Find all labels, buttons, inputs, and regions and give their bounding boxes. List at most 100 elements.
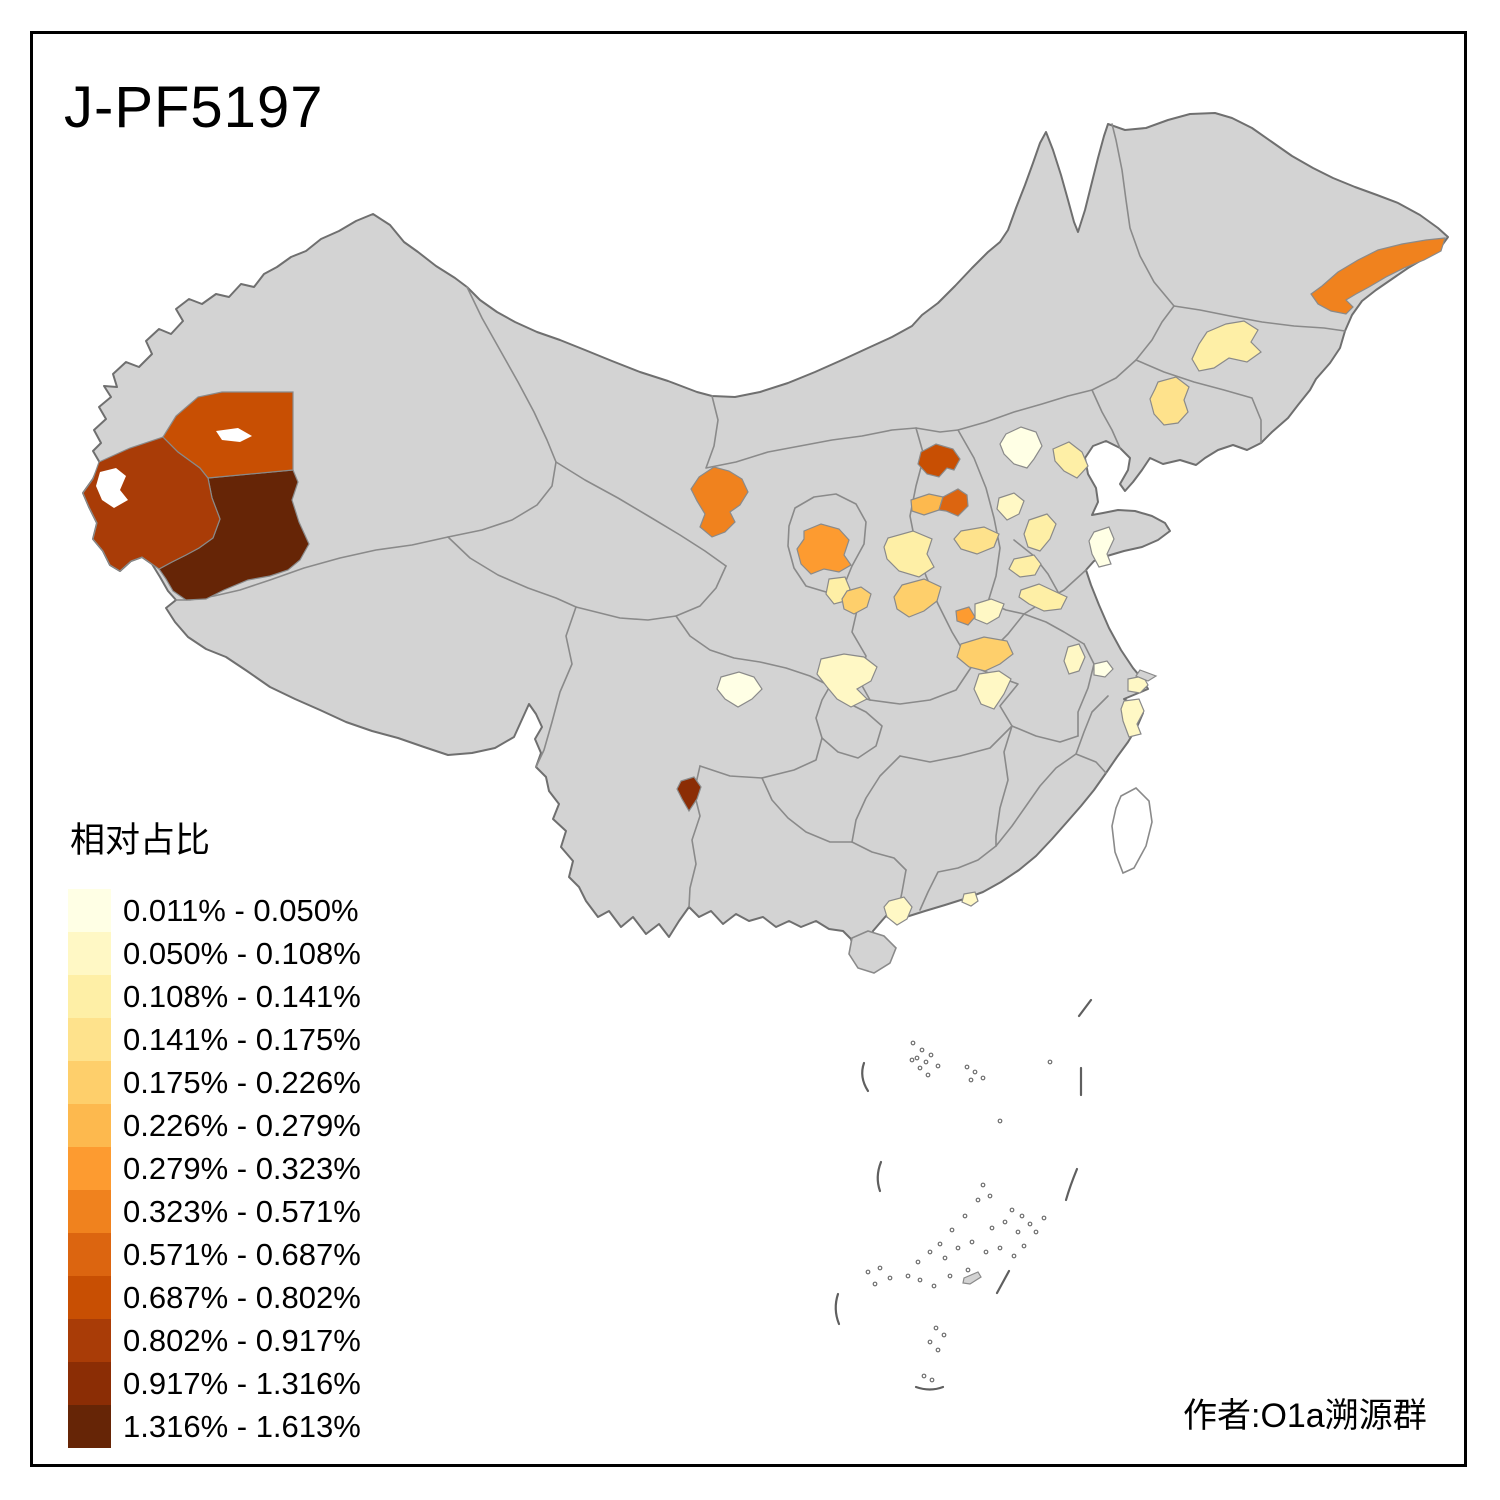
legend-label: 0.323% - 0.571%	[123, 1193, 361, 1229]
region-gansu-qingyang	[841, 586, 872, 615]
region-shandong-jinan	[1023, 513, 1057, 552]
islet-dot	[1021, 1243, 1027, 1249]
legend-swatch	[68, 1233, 111, 1276]
region-hebei-baoding-south	[996, 492, 1025, 521]
islet-dot	[942, 1255, 948, 1261]
region-shanxi-luliang	[893, 578, 942, 618]
islet-dot	[925, 1072, 931, 1078]
legend-swatch	[68, 1319, 111, 1362]
islet-dot	[1047, 1059, 1053, 1065]
islet-dot	[921, 1373, 927, 1379]
islet-dot	[905, 1273, 911, 1279]
legend-swatch	[68, 1362, 111, 1405]
islet-dot	[931, 1283, 937, 1289]
islet-dot	[969, 1239, 975, 1245]
region-shandong-west	[1008, 554, 1042, 578]
islet-dot	[929, 1377, 935, 1383]
sea-islet-large	[962, 1271, 982, 1285]
region-hebei-south	[883, 530, 935, 578]
islet-dot	[1027, 1221, 1033, 1227]
legend-row: 0.050% - 0.108%	[68, 932, 361, 975]
region-ningxia-guyuan	[796, 523, 852, 575]
islet-dot	[919, 1047, 925, 1053]
legend-swatch	[68, 975, 111, 1018]
islet-dot	[928, 1052, 934, 1058]
islet-dot	[997, 1118, 1003, 1124]
islet-dot	[1015, 1229, 1021, 1235]
south-china-sea-islets	[865, 1040, 1053, 1383]
region-anhui-east	[1093, 660, 1114, 678]
islet-dot	[933, 1325, 939, 1331]
prefecture-regions	[82, 237, 1446, 926]
islet-dot	[983, 1249, 989, 1255]
legend: 相对占比 0.011% - 0.050% 0.050% - 0.108% 0.108…	[68, 812, 361, 1448]
region-beijing	[999, 426, 1043, 469]
region-guangdong-maoming	[883, 896, 913, 926]
legend-swatch	[68, 932, 111, 975]
legend-label: 0.226% - 0.279%	[123, 1107, 361, 1143]
legend-swatch	[68, 889, 111, 932]
legend-label: 0.571% - 0.687%	[123, 1236, 361, 1272]
legend-label: 0.687% - 0.802%	[123, 1279, 361, 1315]
islet-dot	[909, 1057, 915, 1063]
islet-dot	[1011, 1253, 1017, 1259]
islet-dot	[877, 1265, 883, 1271]
islet-dot	[947, 1273, 953, 1279]
legend-swatch	[68, 1104, 111, 1147]
chongming-island	[1135, 669, 1158, 682]
region-sichuan-chengdu	[716, 671, 763, 708]
region-shandong-south	[1018, 583, 1068, 612]
xinjiang-lakes	[96, 428, 252, 508]
islet-dot	[935, 1347, 941, 1353]
legend-swatch	[68, 1147, 111, 1190]
legend-swatch	[68, 1276, 111, 1319]
islet-dot	[955, 1245, 961, 1251]
islet-dot	[975, 1197, 981, 1203]
legend-rows: 0.011% - 0.050% 0.050% - 0.108% 0.108% - 0…	[68, 889, 361, 1448]
islet-dot	[1009, 1207, 1015, 1213]
region-henan-sanmenxia	[956, 636, 1014, 672]
region-zhejiang-ningbo	[1120, 698, 1145, 738]
legend-label: 0.011% - 0.050%	[123, 892, 359, 928]
legend-swatch	[68, 1018, 111, 1061]
credit: 作者:O1a溯源群	[1183, 1397, 1427, 1435]
legend-row: 0.279% - 0.323%	[68, 1147, 361, 1190]
legend-label: 0.175% - 0.226%	[123, 1064, 361, 1100]
legend-label: 0.050% - 0.108%	[123, 935, 361, 971]
region-gansu-wuwei	[690, 466, 749, 538]
islet-dot	[1033, 1229, 1039, 1235]
region-shanxi-datong	[917, 443, 961, 478]
region-hebei-northeast	[1052, 441, 1089, 479]
legend-label: 0.141% - 0.175%	[123, 1021, 361, 1057]
region-guangdong-shenzhen	[961, 891, 979, 907]
islet-dot	[962, 1213, 968, 1219]
islet-dot	[987, 1193, 993, 1199]
islet-dot	[980, 1182, 986, 1188]
islet-dot	[949, 1227, 955, 1233]
region-anhui-chuzhou	[1063, 643, 1086, 675]
region-sichuan-panzhihua	[676, 776, 702, 813]
islet-dot	[965, 1267, 971, 1273]
region-shanxi-yangquan	[938, 488, 969, 517]
legend-swatch	[68, 1061, 111, 1104]
region-shandong-qingdao	[1088, 526, 1115, 568]
region-liaoning-central	[1149, 376, 1190, 426]
legend-row: 1.316% - 1.613%	[68, 1405, 361, 1448]
legend-row: 0.108% - 0.141%	[68, 975, 361, 1018]
legend-row: 0.917% - 1.316%	[68, 1362, 361, 1405]
page-title: J-PF5197	[64, 75, 324, 140]
legend-label: 0.802% - 0.917%	[123, 1322, 361, 1358]
islet-dot	[937, 1241, 943, 1247]
islet-dot	[980, 1075, 986, 1081]
islet-dot	[865, 1269, 871, 1275]
legend-label: 0.279% - 0.323%	[123, 1150, 361, 1186]
legend-row: 0.687% - 0.802%	[68, 1276, 361, 1319]
legend-row: 0.175% - 0.226%	[68, 1061, 361, 1104]
region-hebei-handan	[953, 526, 1000, 555]
islet-dot	[887, 1275, 893, 1281]
legend-row: 0.141% - 0.175%	[68, 1018, 361, 1061]
legend-swatch	[68, 1405, 111, 1448]
region-sichuan-northeast	[816, 653, 878, 708]
